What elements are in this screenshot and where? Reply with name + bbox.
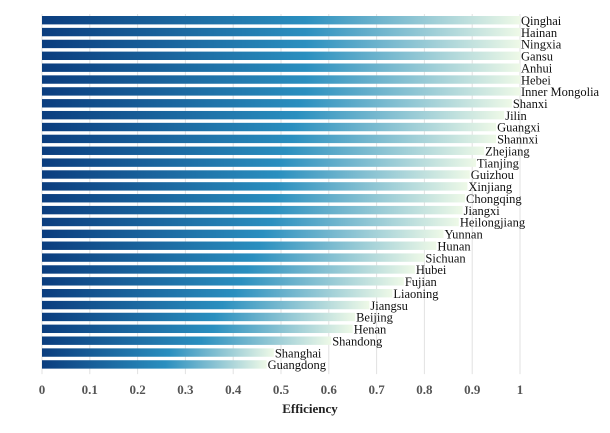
- bar-label: Sichuan: [425, 251, 466, 265]
- bar-label: Hubei: [416, 263, 447, 277]
- bar-qinghai: [42, 16, 520, 25]
- bar-label: Jiangsu: [370, 299, 408, 313]
- bar-liaoning: [42, 289, 393, 298]
- bar-guizhou: [42, 170, 470, 179]
- x-tick-label: 0.9: [464, 382, 481, 397]
- bar-hainan: [42, 27, 520, 37]
- bar-label: Fujian: [405, 275, 438, 289]
- bar-label: Jiangxi: [464, 204, 501, 218]
- bar-label: Shanghai: [275, 346, 322, 360]
- bar-label: Beijing: [356, 311, 394, 325]
- bar-anhui: [42, 63, 520, 72]
- bar-beijing: [42, 312, 356, 322]
- x-tick-label: 0: [39, 382, 46, 397]
- bar-shandong: [42, 336, 332, 345]
- bar-label: Shanxi: [513, 97, 548, 111]
- x-axis-label: Efficiency: [282, 401, 338, 416]
- bar-sichuan: [42, 253, 425, 262]
- bar-label: Guangdong: [268, 358, 327, 372]
- bar-label: Liaoning: [393, 287, 439, 301]
- bar-label: Chongqing: [466, 192, 522, 206]
- bar-heilongjiang: [42, 217, 459, 227]
- bars: [42, 16, 520, 369]
- bar-label: Hunan: [437, 239, 471, 253]
- bar-label: Ningxia: [521, 38, 562, 52]
- x-tick-label: 0.4: [225, 382, 242, 397]
- bar-label: Henan: [354, 323, 387, 337]
- bar-label: Inner Mongolia: [521, 85, 600, 99]
- bar-tianjing: [42, 158, 477, 167]
- bar-guangxi: [42, 122, 497, 132]
- bar-label: Tianjing: [477, 156, 520, 170]
- bar-chongqing: [42, 194, 466, 203]
- bar-guangdong: [42, 360, 267, 369]
- x-tick-label: 0.3: [177, 382, 194, 397]
- bar-label: Heilongjiang: [460, 216, 526, 230]
- bar-label: Shandong: [332, 334, 383, 348]
- bar-xinjiang: [42, 182, 468, 191]
- bar-label: Qinghai: [521, 14, 562, 28]
- bar-inner-mongolia: [42, 87, 520, 96]
- x-tick-label: 0.5: [273, 382, 290, 397]
- bar-label: Guizhou: [471, 168, 515, 182]
- bar-label: Anhui: [521, 61, 553, 75]
- bar-henan: [42, 324, 353, 334]
- x-tick-label: 0.1: [82, 382, 98, 397]
- bar-ningxia: [42, 39, 520, 49]
- bar-shanghai: [42, 348, 274, 357]
- bar-jilin: [42, 110, 505, 120]
- bar-fujian: [42, 277, 404, 286]
- bar-label: Zhejiang: [485, 144, 530, 158]
- bar-jiangxi: [42, 205, 463, 215]
- bar-shannxi: [42, 134, 497, 144]
- bar-label: Hainan: [521, 26, 558, 40]
- bar-label: Xinjiang: [468, 180, 512, 194]
- bar-hubei: [42, 265, 415, 274]
- x-tick-label: 0.7: [368, 382, 385, 397]
- x-axis-ticks: 0 0.1 0.2 0.3 0.4 0.5 0.6 0.7 0.8 0.9 1: [39, 382, 524, 397]
- bar-zhejiang: [42, 146, 485, 155]
- bar-label: Guangxi: [497, 121, 541, 135]
- bar-label: Jilin: [505, 109, 527, 123]
- bar-gansu: [42, 51, 520, 61]
- x-tick-label: 0.2: [129, 382, 145, 397]
- x-tick-label: 1: [517, 382, 524, 397]
- bar-jiangsu: [42, 300, 370, 310]
- bar-shanxi: [42, 99, 512, 108]
- bar-label: Hebei: [521, 73, 551, 87]
- bar-labels: QinghaiHainanNingxiaGansuAnhuiHebeiInner…: [268, 14, 600, 372]
- x-tick-label: 0.8: [416, 382, 433, 397]
- bar-hebei: [42, 75, 520, 84]
- bar-label: Gansu: [521, 50, 554, 64]
- bar-hunan: [42, 241, 437, 250]
- bar-yunnan: [42, 229, 444, 239]
- bar-label: Shannxi: [497, 133, 538, 147]
- bar-label: Yunnan: [445, 228, 484, 242]
- x-tick-label: 0.6: [321, 382, 338, 397]
